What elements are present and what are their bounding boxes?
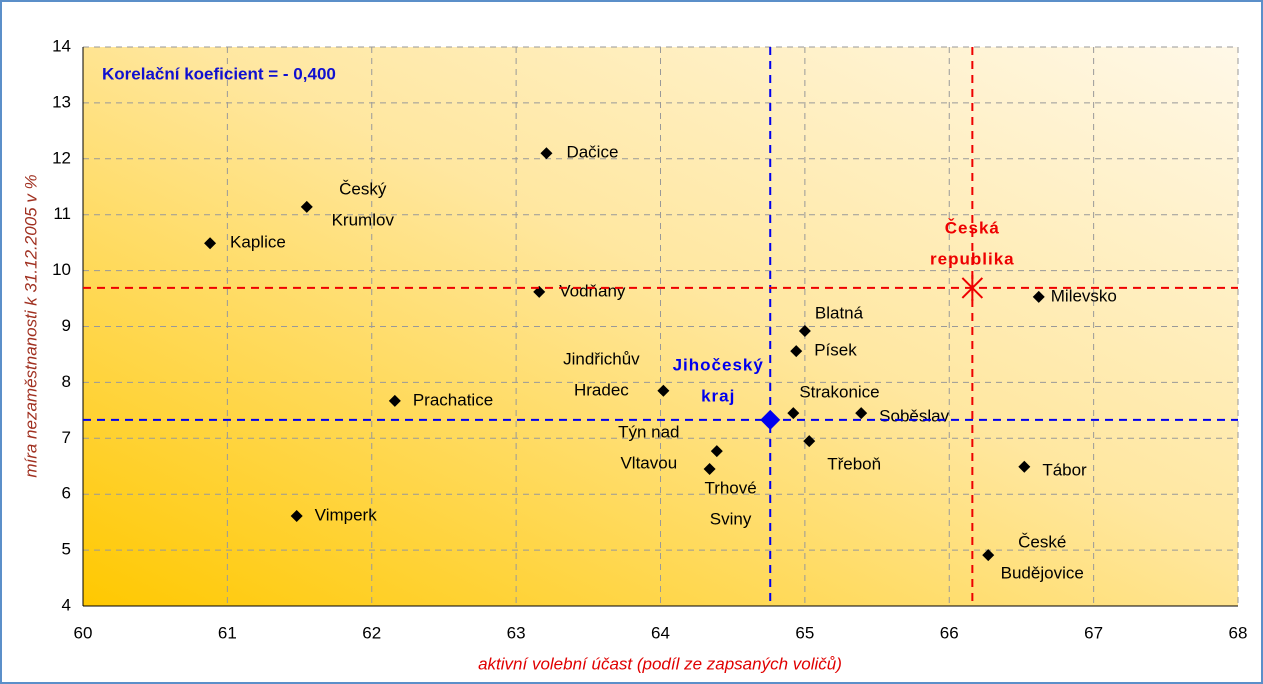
point bbox=[290, 510, 303, 523]
x-tick-label: 64 bbox=[651, 623, 670, 642]
point bbox=[204, 237, 217, 250]
point-label: Tábor bbox=[1042, 460, 1087, 479]
point-label: republika bbox=[930, 249, 1015, 268]
point-label: Třeboň bbox=[827, 455, 881, 474]
point-label: Hradec bbox=[574, 380, 629, 399]
point bbox=[1032, 290, 1045, 303]
y-tick-label: 9 bbox=[62, 316, 71, 335]
point bbox=[388, 394, 401, 407]
point bbox=[787, 407, 800, 420]
point-label: Vltavou bbox=[620, 454, 677, 473]
reference-point bbox=[961, 274, 984, 301]
point-label: kraj bbox=[701, 386, 735, 405]
point-label: Vimperk bbox=[315, 505, 378, 524]
point-label: Sviny bbox=[710, 510, 752, 529]
point-label: Týn nad bbox=[618, 423, 679, 442]
point bbox=[657, 384, 670, 397]
point-label: Vodňany bbox=[559, 281, 626, 300]
x-tick-label: 62 bbox=[362, 623, 381, 642]
point bbox=[710, 445, 723, 458]
y-tick-label: 14 bbox=[52, 36, 71, 55]
x-tick-label: 63 bbox=[507, 623, 526, 642]
y-tick-label: 6 bbox=[62, 484, 71, 503]
point-label: Strakonice bbox=[799, 383, 879, 402]
point-label: České bbox=[1018, 533, 1066, 552]
x-tick-label: 66 bbox=[940, 623, 959, 642]
point-label: Jindřichův bbox=[563, 349, 640, 368]
point-label: Český bbox=[339, 179, 387, 198]
point bbox=[982, 549, 995, 562]
y-tick-label: 8 bbox=[62, 372, 71, 391]
point-label: Milevsko bbox=[1051, 286, 1117, 305]
reference-point bbox=[760, 409, 781, 430]
point-label: Krumlov bbox=[332, 210, 395, 229]
y-tick-label: 5 bbox=[62, 540, 71, 559]
y-tick-label: 7 bbox=[62, 428, 71, 447]
point-label: Budějovice bbox=[1001, 564, 1084, 583]
point bbox=[703, 463, 716, 476]
point-label: Blatná bbox=[815, 303, 864, 322]
y-tick-label: 10 bbox=[52, 260, 71, 279]
point-label: Prachatice bbox=[413, 390, 493, 409]
x-tick-label: 68 bbox=[1229, 623, 1248, 642]
y-tick-label: 13 bbox=[52, 92, 71, 111]
point bbox=[798, 324, 811, 337]
point-label: Dačice bbox=[566, 143, 618, 162]
point-label: Česká bbox=[945, 218, 1000, 237]
point bbox=[790, 345, 803, 358]
annotation: Korelační koeficient = - 0,400 bbox=[102, 64, 336, 83]
y-tick-label: 4 bbox=[62, 595, 71, 614]
y-axis-label: míra nezaměstnanosti k 31.12.2005 v % bbox=[21, 174, 40, 477]
point bbox=[300, 200, 313, 213]
point bbox=[540, 147, 553, 160]
x-tick-label: 67 bbox=[1084, 623, 1103, 642]
point-label: Soběslav bbox=[879, 407, 949, 426]
point bbox=[1018, 460, 1031, 473]
x-tick-label: 60 bbox=[74, 623, 93, 642]
x-tick-label: 65 bbox=[795, 623, 814, 642]
y-tick-label: 11 bbox=[53, 204, 71, 223]
point-label: Trhové bbox=[704, 479, 756, 498]
x-tick-label: 61 bbox=[218, 623, 237, 642]
point bbox=[803, 435, 816, 448]
point-label: Kaplice bbox=[230, 233, 286, 252]
y-tick-label: 12 bbox=[52, 148, 71, 167]
point bbox=[855, 407, 868, 420]
point-label: Písek bbox=[814, 341, 857, 360]
x-axis-label: aktivní volební účast (podíl ze zapsanýc… bbox=[478, 654, 842, 673]
point-label: Jihočeský bbox=[673, 355, 764, 374]
